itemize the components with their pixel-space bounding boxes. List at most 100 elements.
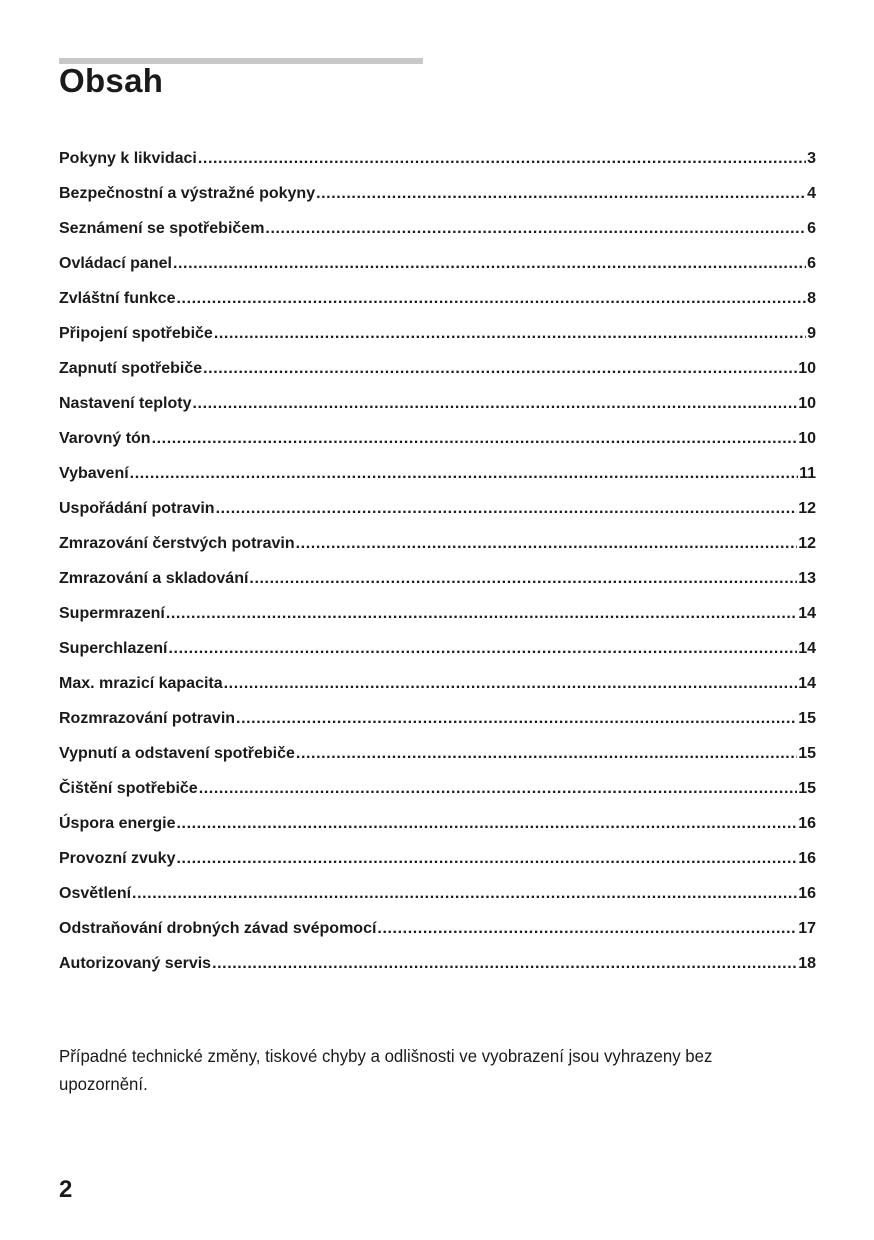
toc-entry-title: Provozní zvuky	[59, 850, 176, 867]
toc-entry-title: Nastavení teploty	[59, 395, 192, 412]
toc-entry-page: 12	[798, 535, 816, 552]
toc-entry-title: Rozmrazování potravin	[59, 710, 236, 727]
toc-entry-title: Zmrazování a skladování	[59, 570, 249, 587]
toc-entry[interactable]: Připojení spotřebiče 9	[59, 325, 816, 360]
dot-leader	[296, 535, 798, 553]
toc-entry[interactable]: Odstraňování drobných závad svépomocí 17	[59, 920, 816, 955]
toc-entry-page: 14	[798, 605, 816, 622]
toc-entry-title: Ovládací panel	[59, 255, 172, 272]
toc-entry-page: 3	[807, 150, 816, 167]
toc-entry-page: 9	[807, 325, 816, 342]
dot-leader	[212, 955, 797, 973]
dot-leader	[130, 465, 798, 483]
toc-entry-page: 4	[807, 185, 816, 202]
toc-entry[interactable]: Autorizovaný servis 18	[59, 955, 816, 990]
dot-leader	[176, 850, 797, 868]
toc-entry[interactable]: Superchlazení 14	[59, 640, 816, 675]
toc-entry[interactable]: Rozmrazování potravin 15	[59, 710, 816, 745]
toc-entry-page: 15	[798, 710, 816, 727]
toc-entry-title: Vypnutí a odstavení spotřebiče	[59, 745, 295, 762]
dot-leader	[198, 150, 806, 168]
dot-leader	[236, 710, 797, 728]
toc-entry-title: Pokyny k likvidaci	[59, 150, 197, 167]
toc-entry-page: 14	[798, 640, 816, 657]
page-number: 2	[59, 1176, 73, 1203]
header-rule	[59, 58, 423, 64]
dot-leader	[176, 815, 797, 833]
toc-entry[interactable]: Varovný tón 10	[59, 430, 816, 465]
toc-entry[interactable]: Osvětlení 16	[59, 885, 816, 920]
toc-entry-page: 6	[807, 255, 816, 272]
dot-leader	[216, 500, 798, 518]
dot-leader	[166, 605, 797, 623]
toc-entry[interactable]: Pokyny k likvidaci 3	[59, 150, 816, 185]
toc-entry-page: 10	[798, 430, 816, 447]
toc-entry-title: Zmrazování čerstvých potravin	[59, 535, 295, 552]
toc-entry[interactable]: Čištění spotřebiče 15	[59, 780, 816, 815]
dot-leader	[132, 885, 797, 903]
dot-leader	[168, 640, 797, 658]
toc-entry-page: 16	[798, 885, 816, 902]
toc-entry-title: Úspora energie	[59, 815, 176, 832]
dot-leader	[296, 745, 797, 763]
toc-entry-page: 12	[798, 500, 816, 517]
dot-leader	[377, 920, 797, 938]
toc-entry-title: Seznámení se spotřebičem	[59, 220, 265, 237]
toc-entry[interactable]: Zmrazování čerstvých potravin 12	[59, 535, 816, 570]
toc-entry-title: Max. mrazicí kapacita	[59, 675, 223, 692]
toc-entry-title: Zapnutí spotřebiče	[59, 360, 203, 377]
toc-entry-page: 15	[798, 780, 816, 797]
dot-leader	[176, 290, 806, 308]
toc-entry[interactable]: Nastavení teploty 10	[59, 395, 816, 430]
dot-leader	[203, 360, 797, 378]
toc-entry-title: Supermrazení	[59, 605, 165, 622]
toc-entry-title: Varovný tón	[59, 430, 151, 447]
toc-entry[interactable]: Zvláštní funkce 8	[59, 290, 816, 325]
toc-entry-title: Autorizovaný servis	[59, 955, 212, 972]
dot-leader	[265, 220, 806, 238]
toc-entry-page: 11	[799, 465, 816, 482]
toc-entry-title: Odstraňování drobných závad svépomocí	[59, 920, 377, 937]
dot-leader	[214, 325, 806, 343]
toc-entry-page: 16	[798, 850, 816, 867]
toc-entry-page: 13	[798, 570, 816, 587]
toc-entry-title: Osvětlení	[59, 885, 132, 902]
toc-entry-page: 16	[798, 815, 816, 832]
toc-entry[interactable]: Zapnutí spotřebiče 10	[59, 360, 816, 395]
dot-leader	[192, 395, 797, 413]
dot-leader	[173, 255, 806, 273]
dot-leader	[316, 185, 806, 203]
toc-entry[interactable]: Uspořádání potravin 12	[59, 500, 816, 535]
toc-entry-page: 15	[798, 745, 816, 762]
toc-entry-page: 10	[798, 360, 816, 377]
toc-entry[interactable]: Seznámení se spotřebičem 6	[59, 220, 816, 255]
toc-entry-page: 18	[798, 955, 816, 972]
toc-entry-title: Vybavení	[59, 465, 129, 482]
toc-entry[interactable]: Zmrazování a skladování 13	[59, 570, 816, 605]
toc-entry-title: Připojení spotřebiče	[59, 325, 213, 342]
page-title: Obsah	[59, 62, 164, 99]
toc-entry[interactable]: Max. mrazicí kapacita 14	[59, 675, 816, 710]
toc-entry-page: 6	[807, 220, 816, 237]
toc-entry-page: 10	[798, 395, 816, 412]
toc-entry-title: Čištění spotřebiče	[59, 780, 198, 797]
toc-entry-page: 17	[798, 920, 816, 937]
dot-leader	[199, 780, 798, 798]
toc-entry[interactable]: Supermrazení 14	[59, 605, 816, 640]
toc-entry-title: Zvláštní funkce	[59, 290, 176, 307]
dot-leader	[249, 570, 797, 588]
toc-entry-title: Uspořádání potravin	[59, 500, 215, 517]
dot-leader	[152, 430, 798, 448]
toc-entry[interactable]: Vypnutí a odstavení spotřebiče 15	[59, 745, 816, 780]
toc-entry-title: Bezpečnostní a výstražné pokyny	[59, 185, 316, 202]
toc-entry-page: 14	[798, 675, 816, 692]
dot-leader	[224, 675, 798, 693]
toc-entry[interactable]: Vybavení 11	[59, 465, 816, 500]
disclaimer-note: Případné technické změny, tiskové chyby …	[59, 1046, 713, 1094]
toc-entry[interactable]: Bezpečnostní a výstražné pokyny 4	[59, 185, 816, 220]
toc-entry[interactable]: Provozní zvuky 16	[59, 850, 816, 885]
toc-entry[interactable]: Ovládací panel 6	[59, 255, 816, 290]
toc-entry-page: 8	[807, 290, 816, 307]
toc-entry[interactable]: Úspora energie 16	[59, 815, 816, 850]
